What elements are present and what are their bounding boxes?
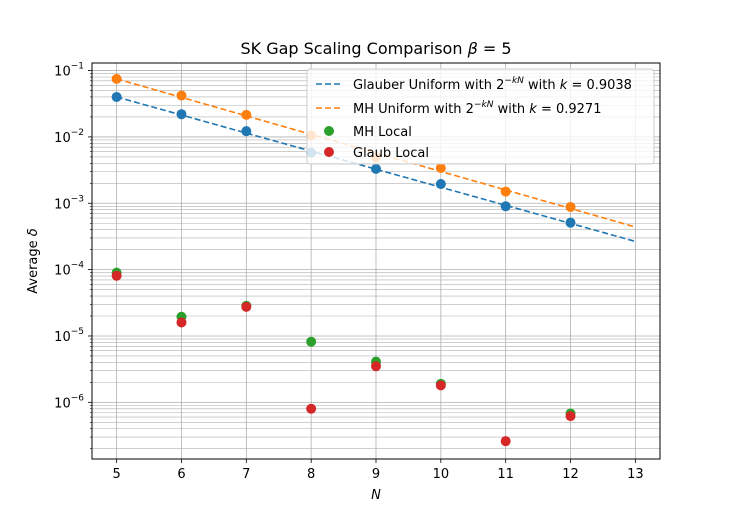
legend-text-eq: = 0.9038 <box>567 78 632 93</box>
point-glaub-local-4 <box>371 361 381 372</box>
point-glauber-uniform-6 <box>500 201 511 212</box>
point-mh-uniform-6 <box>500 186 511 197</box>
point-glaub-local-7 <box>565 411 576 422</box>
point-mh-local-3 <box>306 336 317 347</box>
point-glauber-uniform-4 <box>371 163 381 174</box>
y-tick-base: 10 <box>54 131 71 146</box>
y-tick-label-0: 10−6 <box>54 393 84 411</box>
y-tick-base: 10 <box>54 396 71 411</box>
legend-label-3: Glaub Local <box>353 146 429 161</box>
x-tick-label-1: 6 <box>177 467 185 482</box>
point-glaub-local-1 <box>176 317 187 328</box>
point-glaub-local-5 <box>435 380 446 391</box>
y-tick-exponent: −4 <box>71 261 85 271</box>
y-tick-exponent: −3 <box>71 194 84 204</box>
point-glaub-local-0 <box>111 270 122 281</box>
x-tick-label-4: 9 <box>372 467 380 482</box>
x-tick-label-7: 12 <box>562 467 579 482</box>
chart-title-eq: = 5 <box>478 39 512 58</box>
y-tick-label-3: 10−3 <box>54 194 84 212</box>
legend-text-exp: −kN <box>504 76 524 86</box>
point-mh-uniform-7 <box>565 201 576 212</box>
y-axis-label: Average δ <box>26 228 41 294</box>
legend-text-base: 2 <box>466 102 474 117</box>
legend-text-pre: Glauber Uniform with <box>353 78 496 93</box>
legend-text-base: 2 <box>496 78 504 93</box>
legend-marker-2 <box>324 126 334 136</box>
chart-title: SK Gap Scaling Comparison β = 5 <box>240 39 511 58</box>
y-axis-label-main: Average <box>26 240 41 293</box>
x-tick-label-2: 7 <box>242 467 250 482</box>
point-mh-uniform-1 <box>176 90 187 101</box>
y-tick-base: 10 <box>54 330 71 345</box>
legend-marker-3 <box>324 147 334 157</box>
point-glauber-uniform-7 <box>565 217 576 228</box>
y-tick-exponent: −1 <box>71 62 84 72</box>
y-tick-exponent: −6 <box>71 393 85 403</box>
y-tick-label-5: 10−1 <box>54 62 84 80</box>
point-glaub-local-3 <box>306 403 317 414</box>
point-glauber-uniform-5 <box>435 179 446 190</box>
y-tick-base: 10 <box>54 197 71 212</box>
y-ticks: 10−610−510−410−310−210−1 <box>54 62 92 450</box>
legend-label-1: MH Uniform with 2−kN with k = 0.9271 <box>353 100 601 117</box>
legend: Glauber Uniform with 2−kN with k = 0.903… <box>306 68 655 165</box>
legend-text-exp: −kN <box>474 100 494 110</box>
point-glaub-local-2 <box>241 301 252 312</box>
x-tick-label-6: 11 <box>497 467 514 482</box>
y-tick-base: 10 <box>54 264 71 279</box>
y-axis-label-delta: δ <box>26 228 41 236</box>
x-tick-label-5: 10 <box>433 467 450 482</box>
chart-title-beta: β <box>467 39 478 58</box>
point-glaub-local-6 <box>500 436 511 447</box>
y-tick-label-4: 10−2 <box>54 128 84 146</box>
point-glauber-uniform-2 <box>241 126 252 137</box>
point-mh-uniform-2 <box>241 109 252 120</box>
point-mh-uniform-5 <box>435 163 446 174</box>
y-tick-exponent: −5 <box>71 327 84 337</box>
x-tick-label-0: 5 <box>112 467 120 482</box>
chart-title-main: SK Gap Scaling Comparison <box>240 39 462 58</box>
x-tick-label-3: 8 <box>307 467 315 482</box>
legend-text-pre: MH Uniform with <box>353 102 466 117</box>
legend-text-mid: with <box>493 102 529 117</box>
legend-text-var: k <box>529 102 537 117</box>
point-glauber-uniform-1 <box>176 109 187 120</box>
point-mh-uniform-0 <box>111 73 122 84</box>
y-tick-base: 10 <box>54 65 71 80</box>
y-tick-label-1: 10−5 <box>54 327 84 345</box>
legend-text-eq: = 0.9271 <box>537 102 602 117</box>
x-axis-label: N <box>371 488 381 503</box>
point-glauber-uniform-0 <box>111 91 122 102</box>
legend-text-mid: with <box>524 78 560 93</box>
legend-box <box>306 68 655 165</box>
y-tick-exponent: −2 <box>71 128 84 138</box>
x-ticks: 5 6 7 8 9 10 11 12 13 <box>112 459 644 482</box>
legend-items: Glauber Uniform with 2−kN with k = 0.903… <box>316 76 632 161</box>
legend-text-var: k <box>560 78 568 93</box>
legend-label-0: Glauber Uniform with 2−kN with k = 0.903… <box>353 76 632 93</box>
legend-label-2: MH Local <box>353 125 412 140</box>
y-tick-label-2: 10−4 <box>54 261 84 279</box>
x-tick-label-8: 13 <box>627 467 644 482</box>
